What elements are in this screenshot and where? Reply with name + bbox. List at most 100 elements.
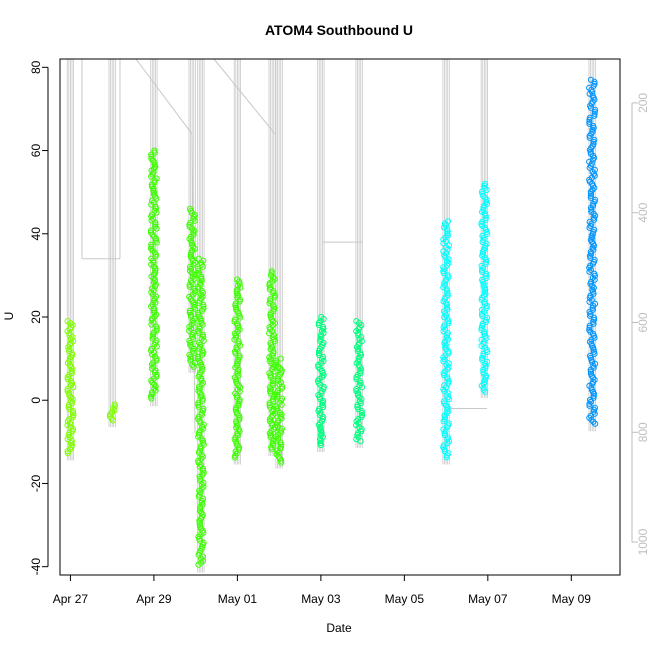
data-point [190, 363, 197, 370]
y-tick-label: 0 [29, 397, 43, 404]
data-point [586, 164, 593, 171]
data-point [591, 360, 599, 367]
data-point [196, 519, 203, 526]
data-point [273, 407, 280, 414]
data-point [153, 355, 160, 362]
data-point [478, 310, 486, 317]
data-point [199, 395, 206, 402]
data-point [64, 386, 71, 393]
data-point [266, 416, 274, 423]
data-point [199, 321, 206, 328]
data-point [358, 428, 365, 435]
right-tick-label: 600 [636, 312, 650, 332]
data-point [64, 374, 71, 381]
data-point [269, 380, 276, 387]
data-point [66, 390, 73, 397]
data-point [358, 408, 365, 415]
data-point [233, 288, 240, 295]
data-point-cluster [266, 268, 279, 453]
data-point [152, 265, 159, 272]
data-point [233, 346, 241, 353]
x-tick-label: May 09 [552, 592, 592, 606]
data-point [233, 438, 240, 445]
data-point [586, 322, 593, 329]
data-point [192, 305, 199, 312]
data-point [315, 407, 322, 415]
data-point [148, 317, 155, 324]
data-point [482, 258, 490, 265]
data-point-cluster [586, 76, 599, 427]
depth-trace-line [135, 58, 193, 135]
data-point [479, 354, 486, 361]
data-point [445, 348, 452, 355]
data-point [317, 331, 324, 339]
data-point [358, 414, 365, 421]
data-point [590, 138, 597, 145]
data-point [273, 389, 281, 396]
data-point [273, 451, 280, 458]
data-point [278, 415, 285, 422]
data-point [150, 305, 157, 312]
data-point [482, 212, 489, 219]
data-point [480, 192, 487, 199]
data-point [586, 116, 593, 123]
data-point [187, 353, 194, 360]
data-point [441, 314, 448, 321]
data-point [590, 390, 598, 397]
data-point [271, 368, 278, 375]
data-point [232, 304, 240, 311]
y-axis-label: U [2, 312, 16, 321]
data-point [353, 374, 360, 381]
data-point [443, 302, 451, 309]
data-point [196, 463, 203, 470]
data-point [591, 96, 598, 103]
data-point [191, 289, 198, 296]
data-point-cluster [231, 276, 244, 461]
data-point [318, 417, 326, 425]
data-point [189, 331, 196, 338]
data-point [590, 314, 598, 321]
data-point [277, 445, 284, 452]
data-point [195, 459, 202, 466]
data-point [198, 335, 205, 342]
data-point-cluster [64, 318, 77, 457]
y-tick-label: 60 [29, 144, 43, 158]
data-point [274, 391, 281, 398]
depth-trace-line [213, 58, 276, 135]
data-point [109, 417, 116, 424]
data-point [480, 384, 487, 391]
data-point [480, 340, 487, 347]
data-point [187, 313, 195, 320]
data-point-cluster [440, 218, 453, 461]
data-point [189, 225, 196, 232]
data-point [273, 361, 280, 368]
data-point [195, 309, 202, 316]
data-point [148, 389, 155, 396]
data-point [356, 394, 363, 401]
x-tick-label: May 07 [468, 592, 508, 606]
data-point-cluster [314, 313, 327, 449]
data-point [148, 395, 155, 402]
data-point [440, 284, 447, 291]
data-point [153, 239, 160, 246]
data-point [189, 257, 197, 264]
data-point [69, 428, 76, 435]
data-point [587, 366, 594, 373]
data-point [357, 438, 364, 445]
data-point [186, 307, 193, 314]
data-point [445, 396, 453, 403]
data-point [268, 268, 275, 275]
data-point [481, 184, 488, 191]
data-point [354, 390, 362, 397]
data-point [149, 379, 156, 386]
data-point [150, 349, 157, 356]
data-point [277, 457, 285, 464]
data-point [590, 290, 597, 297]
data-point [480, 204, 487, 211]
data-point [233, 376, 240, 383]
data-point [481, 300, 489, 307]
chart-title: ATOM4 Southbound U [265, 22, 413, 38]
y-tick-label: 20 [29, 310, 43, 324]
data-point [355, 330, 362, 337]
data-point [358, 410, 365, 417]
